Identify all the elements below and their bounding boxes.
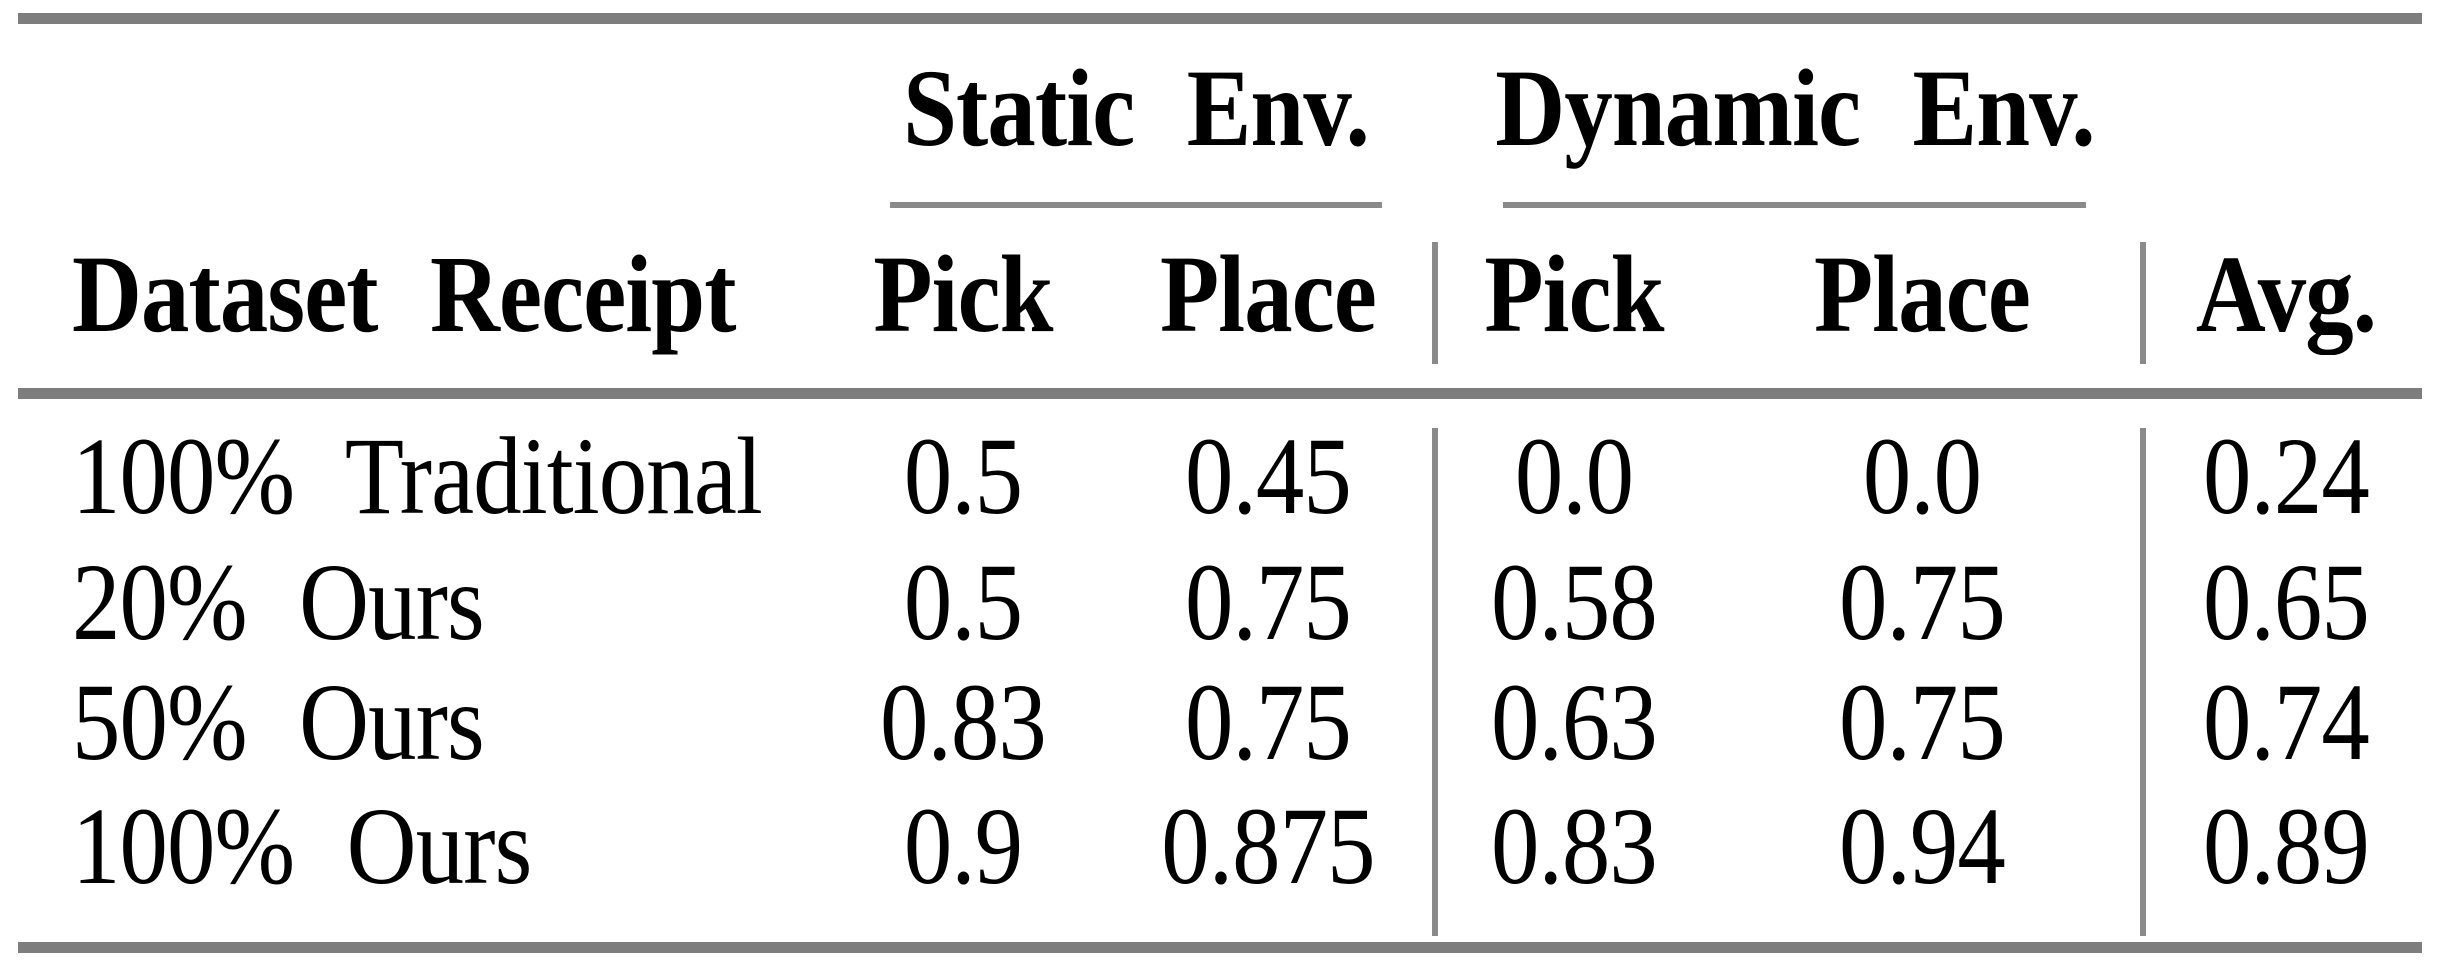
bottom-rule [18, 942, 2422, 953]
row-label: 50% Ours [72, 661, 485, 783]
cell-static-place: 0.75 [1185, 541, 1352, 663]
header-static-place: Place [1160, 233, 1377, 355]
cell-dynamic-pick: 0.83 [1491, 785, 1658, 907]
cell-dynamic-place: 0.94 [1839, 785, 2006, 907]
cell-static-pick: 0.9 [903, 785, 1023, 907]
header-dynamic-place: Place [1814, 233, 2031, 355]
vertical-rule-dynamic-avg-body [2140, 428, 2146, 936]
cell-dynamic-pick: 0.63 [1491, 661, 1658, 783]
cell-dynamic-place: 0.75 [1839, 661, 2006, 783]
vertical-rule-static-dynamic-body [1432, 428, 1438, 936]
cell-static-pick: 0.5 [903, 541, 1023, 663]
header-static-pick: Pick [873, 233, 1053, 355]
cell-avg: 0.89 [2203, 785, 2370, 907]
cell-static-pick: 0.83 [880, 661, 1047, 783]
vertical-rule-dynamic-avg-header [2140, 242, 2146, 364]
header-dynamic-pick: Pick [1484, 233, 1664, 355]
cell-static-place: 0.45 [1185, 415, 1352, 537]
cell-avg: 0.24 [2203, 415, 2370, 537]
header-avg: Avg. [2195, 233, 2377, 355]
cell-avg: 0.65 [2203, 541, 2370, 663]
cell-avg: 0.74 [2203, 661, 2370, 783]
header-dataset-receipt: Dataset Receipt [72, 233, 736, 355]
column-group-dynamic-env: Dynamic Env. [1495, 47, 2095, 169]
column-group-static-env: Static Env. [903, 47, 1370, 169]
row-label: 20% Ours [72, 541, 485, 663]
cell-dynamic-pick: 0.58 [1491, 541, 1658, 663]
cell-dynamic-pick: 0.0 [1514, 415, 1634, 537]
cell-static-pick: 0.5 [903, 415, 1023, 537]
static-env-underline [890, 202, 1382, 208]
cell-dynamic-place: 0.75 [1839, 541, 2006, 663]
top-rule [18, 13, 2422, 24]
cell-dynamic-place: 0.0 [1862, 415, 1982, 537]
header-separator-rule [18, 388, 2422, 399]
dynamic-env-underline [1503, 202, 2086, 208]
cell-static-place: 0.875 [1161, 785, 1375, 907]
vertical-rule-static-dynamic-header [1432, 242, 1438, 364]
cell-static-place: 0.75 [1185, 661, 1352, 783]
row-label: 100% Ours [72, 785, 532, 907]
row-label: 100% Traditional [72, 415, 763, 537]
